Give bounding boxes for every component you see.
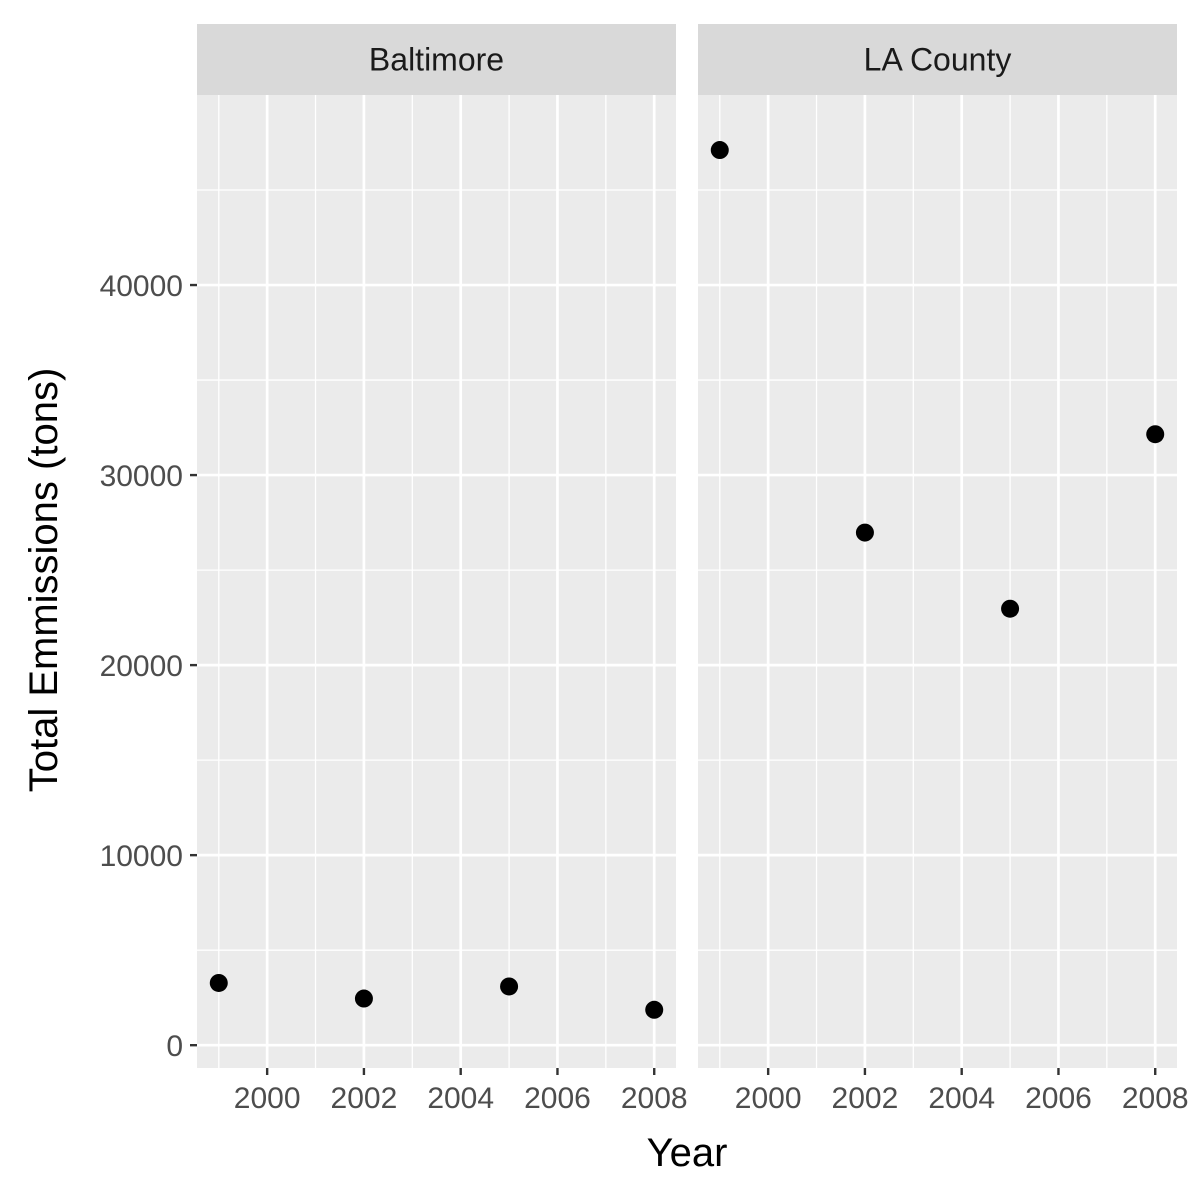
data-point [500, 977, 519, 996]
data-point [645, 1000, 664, 1019]
panel-baltimore: Baltimore [197, 24, 676, 1068]
data-point [354, 989, 373, 1008]
y-tick-label: 20000 [100, 650, 183, 683]
data-point [209, 973, 228, 992]
x-tick-label: 2008 [1122, 1082, 1189, 1115]
x-tick-label: 2006 [524, 1082, 591, 1115]
y-tick-label: 40000 [100, 270, 183, 303]
data-point [855, 523, 874, 542]
x-tick-label: 2004 [928, 1082, 995, 1115]
x-axis: 2000 2002 2004 2006 2008 2000 2002 2004 2006 2008 [234, 1068, 1189, 1115]
x-tick-label: 2002 [832, 1082, 899, 1115]
x-tick-label: 2004 [427, 1082, 494, 1115]
x-tick-label: 2006 [1025, 1082, 1092, 1115]
data-point [710, 141, 729, 160]
x-tick-label: 2002 [331, 1082, 398, 1115]
data-point [1001, 599, 1020, 618]
facet-panels: Baltimore LA County [197, 24, 1177, 1068]
panel-background [197, 95, 676, 1068]
x-tick-label: 2000 [234, 1082, 301, 1115]
panel-la-county: LA County [698, 24, 1177, 1068]
facet-strip [197, 24, 676, 95]
x-tick-label: 2000 [735, 1082, 802, 1115]
facet-strip-label: LA County [864, 42, 1012, 78]
y-tick-label: 0 [166, 1030, 183, 1063]
panel-background [698, 95, 1177, 1068]
facet-strip [698, 24, 1177, 95]
data-point [1146, 425, 1165, 444]
facet-strip-label: Baltimore [369, 42, 504, 78]
y-tick-label: 30000 [100, 460, 183, 493]
y-axis-title: Total Emmissions (tons) [22, 368, 66, 793]
x-axis-title: Year [647, 1131, 728, 1175]
x-tick-label: 2008 [621, 1082, 688, 1115]
y-tick-label: 10000 [100, 840, 183, 873]
y-axis: 0 10000 20000 30000 40000 [100, 270, 197, 1063]
